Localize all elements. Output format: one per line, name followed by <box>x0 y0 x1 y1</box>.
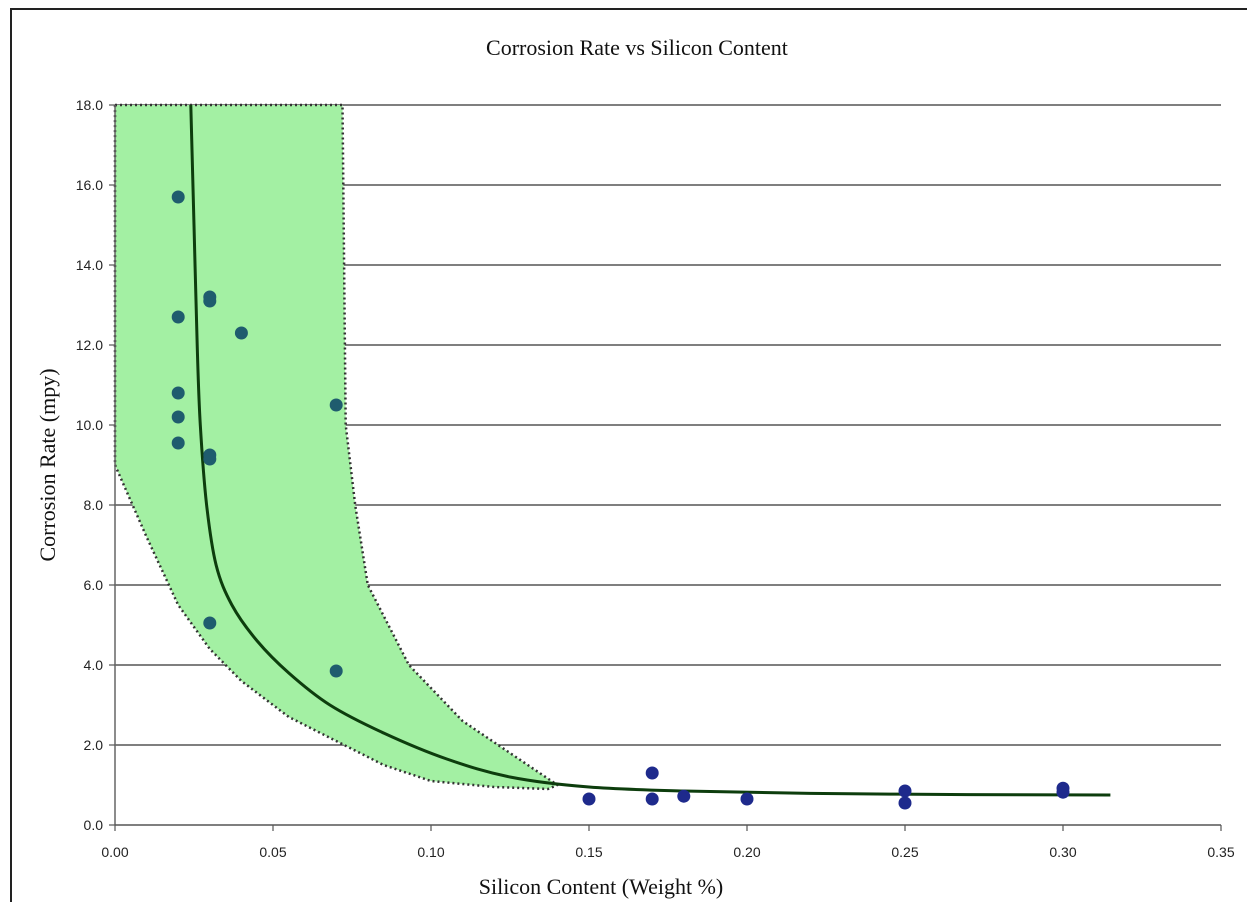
data-point-4 <box>171 436 185 450</box>
data-point-12 <box>329 664 343 678</box>
y-tick-label-9: 18.0 <box>76 97 103 113</box>
x-tick-label-2: 0.10 <box>417 844 444 860</box>
data-point-10 <box>234 326 248 340</box>
data-point-21 <box>1056 785 1070 799</box>
x-tick-label-0: 0.00 <box>101 844 128 860</box>
x-tick-label-4: 0.20 <box>733 844 760 860</box>
data-point-13 <box>582 792 596 806</box>
y-tick-label-5: 10.0 <box>76 417 103 433</box>
data-points <box>171 190 1070 810</box>
trend-curve-layer <box>189 104 1111 797</box>
axes <box>109 104 1222 831</box>
y-tick-labels: 0.0 2.0 4.0 6.0 8.0 10.0 12.0 14.0 16.0 18.0 <box>76 97 103 833</box>
x-tick-label-6: 0.30 <box>1049 844 1076 860</box>
chart-title: Corrosion Rate vs Silicon Content <box>486 35 788 60</box>
data-point-8 <box>203 452 217 466</box>
confidence-band <box>113 103 559 791</box>
data-point-9 <box>203 616 217 630</box>
y-tick-label-0: 0.0 <box>84 817 104 833</box>
y-tick-label-1: 2.0 <box>84 737 104 753</box>
x-tick-label-5: 0.25 <box>891 844 918 860</box>
data-point-14 <box>645 766 659 780</box>
x-tick-label-1: 0.05 <box>259 844 286 860</box>
data-point-1 <box>171 310 185 324</box>
data-point-18 <box>898 784 912 798</box>
data-point-11 <box>329 398 343 412</box>
x-tick-label-3: 0.15 <box>575 844 602 860</box>
y-tick-label-2: 4.0 <box>84 657 104 673</box>
data-point-3 <box>171 410 185 424</box>
y-axis-title: Corrosion Rate (mpy) <box>35 368 60 561</box>
data-point-15 <box>645 792 659 806</box>
y-tick-label-6: 12.0 <box>76 337 103 353</box>
x-tick-labels: 0.00 0.05 0.10 0.15 0.20 0.25 0.30 0.35 <box>101 844 1234 860</box>
y-tick-label-4: 8.0 <box>84 497 104 513</box>
data-point-2 <box>171 386 185 400</box>
data-point-0 <box>171 190 185 204</box>
y-tick-label-8: 16.0 <box>76 177 103 193</box>
y-tick-label-7: 14.0 <box>76 257 103 273</box>
y-tick-label-3: 6.0 <box>84 577 104 593</box>
data-point-19 <box>898 796 912 810</box>
band-area <box>113 103 559 791</box>
trend-curve <box>189 104 1111 797</box>
x-axis-title: Silicon Content (Weight %) <box>479 874 723 899</box>
data-point-17 <box>740 792 754 806</box>
x-tick-label-7: 0.35 <box>1207 844 1234 860</box>
data-point-16 <box>677 789 691 803</box>
data-point-6 <box>203 294 217 308</box>
